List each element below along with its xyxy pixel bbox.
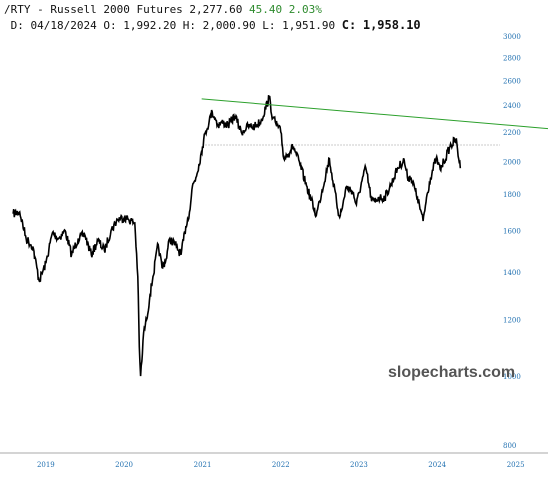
y-tick-label: 2400 (503, 102, 521, 110)
ohlc-line: D: 04/18/2024 O: 1,992.20 H: 2,000.90 L:… (4, 18, 421, 32)
watermark: slopecharts.com (388, 364, 515, 381)
y-tick-label: 3000 (503, 33, 521, 41)
price-series-line (12, 95, 462, 377)
y-tick-label: 2800 (503, 54, 521, 62)
y-tick-label: 1600 (503, 228, 521, 236)
title-text: /RTY - Russell 2000 Futures 2,277.60 (4, 3, 243, 16)
trendline (201, 98, 548, 130)
y-tick-label: 1400 (503, 269, 521, 277)
close-label: C: (341, 18, 357, 32)
x-tick-label: 2019 (37, 461, 55, 469)
x-tick-label: 2022 (272, 461, 290, 469)
y-tick-label: 1000 (503, 373, 521, 381)
y-tick-label: 2600 (503, 77, 521, 85)
y-tick-label: 1200 (503, 317, 521, 325)
chart-title-line: /RTY - Russell 2000 Futures 2,277.60 45.… (4, 3, 322, 16)
x-tick-label: 2024 (428, 461, 446, 469)
x-tick-label: 2023 (350, 461, 368, 469)
price-change: 45.40 2.03% (249, 3, 322, 16)
x-tick-label: 2025 (507, 461, 525, 469)
y-tick-label: 1800 (503, 191, 521, 199)
y-tick-label: 2000 (503, 159, 521, 167)
ohlc-text: D: 04/18/2024 O: 1,992.20 H: 2,000.90 L:… (10, 19, 336, 32)
x-tick-label: 2021 (194, 461, 212, 469)
y-tick-label: 2200 (503, 129, 521, 137)
close-value: 1,958.10 (362, 18, 421, 32)
x-tick-label: 2020 (115, 461, 133, 469)
y-tick-label: 800 (503, 442, 516, 450)
